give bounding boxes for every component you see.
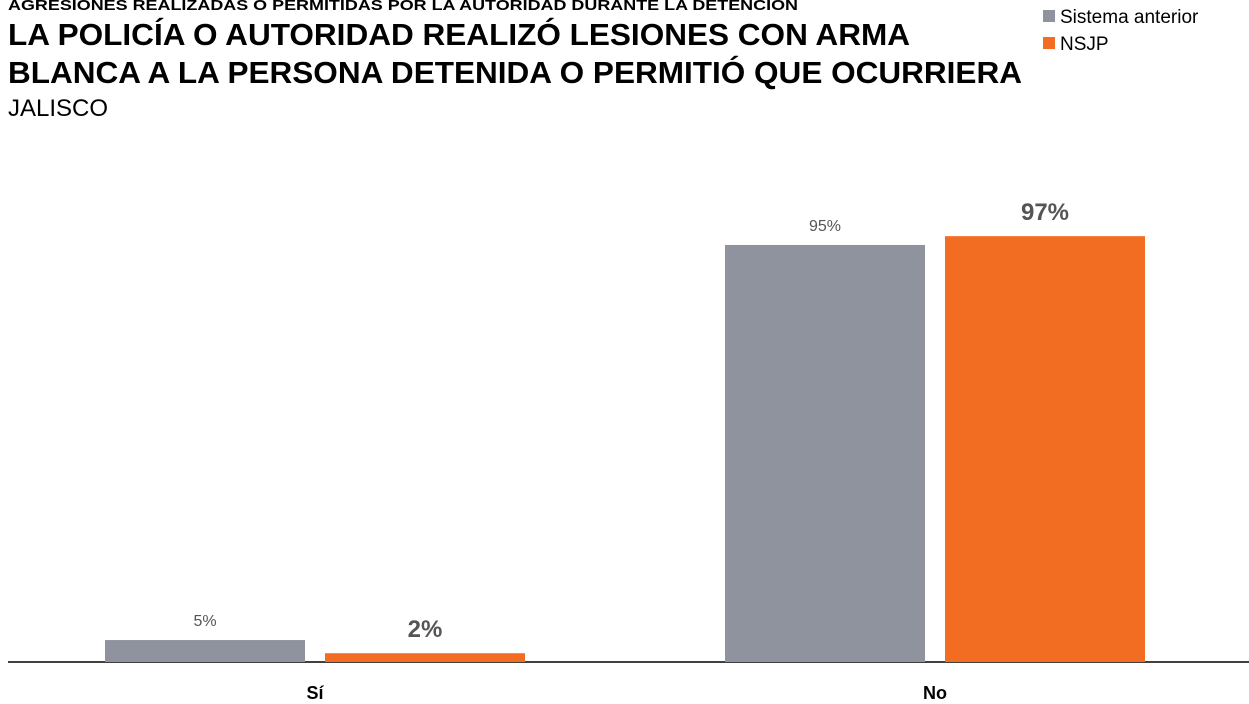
- chart-region: JALISCO: [8, 95, 108, 122]
- legend-label: NSJP: [1060, 34, 1109, 55]
- bar: [105, 640, 305, 662]
- x-tick-label: No: [923, 683, 947, 703]
- value-label: 5%: [193, 613, 216, 630]
- chart-subtitle: AGRESIONES REALIZADAS O PERMITIDAS POR L…: [8, 0, 798, 14]
- chart-title: BLANCA A LA PERSONA DETENIDA O PERMITIÓ …: [8, 54, 1022, 90]
- chart-title: LA POLICÍA O AUTORIDAD REALIZÓ LESIONES …: [8, 16, 910, 52]
- bar: [945, 236, 1145, 663]
- bar: [325, 653, 525, 662]
- bar: [725, 244, 925, 662]
- legend-label: Sistema anterior: [1060, 7, 1199, 28]
- x-tick-label: Sí: [306, 683, 324, 703]
- legend-swatch: [1043, 10, 1055, 22]
- legend-swatch: [1043, 37, 1055, 49]
- value-label: 95%: [809, 218, 841, 235]
- value-label: 2%: [408, 616, 443, 643]
- value-label: 97%: [1021, 199, 1069, 226]
